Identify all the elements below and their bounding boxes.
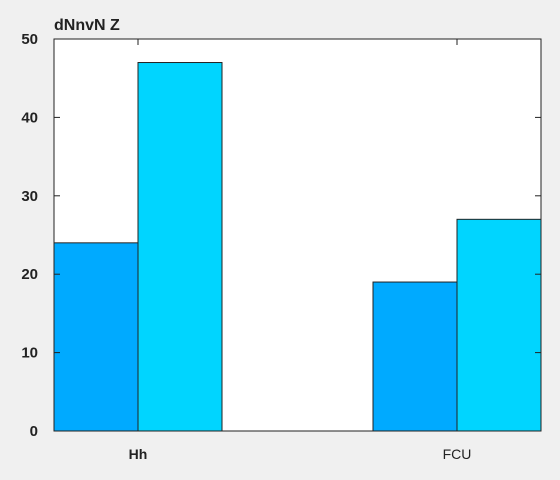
bar-fcu-series-2 [456, 218, 542, 432]
bar-hh-series-1 [53, 242, 139, 432]
y-tick-label: 50 [21, 31, 38, 48]
y-tick-label: 40 [21, 109, 38, 126]
bar-hh-series-2 [137, 62, 223, 432]
chart-title: dNnvN Z [54, 17, 120, 34]
y-tick-label: 10 [21, 345, 38, 362]
x-category-label: Hh [129, 446, 148, 462]
x-category-label: FCU [443, 446, 472, 462]
y-tick-label: 30 [21, 188, 38, 205]
axes-layer: 0 10 20 30 40 50 Hh FCU [21, 31, 542, 462]
y-tick-label: 20 [21, 266, 38, 283]
bars-layer [53, 62, 542, 432]
y-tick-label: 0 [30, 423, 38, 440]
bar-fcu-series-1 [372, 281, 458, 432]
plot-frame [53, 38, 542, 432]
